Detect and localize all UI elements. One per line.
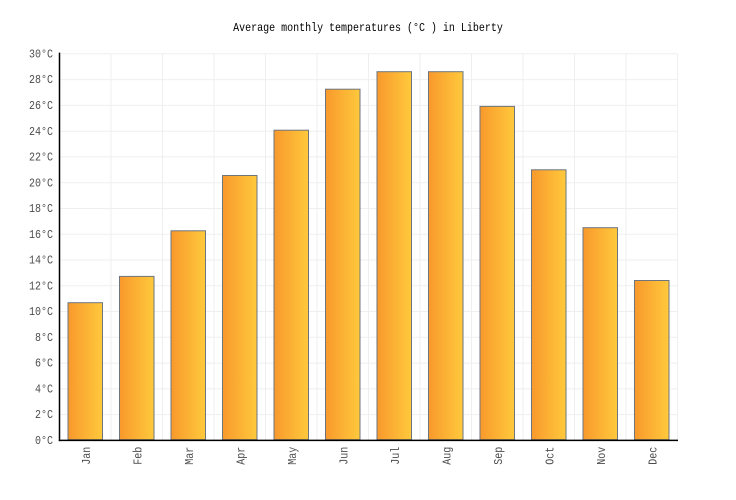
- svg-text:20°C: 20°C: [29, 178, 53, 191]
- svg-text:8°C: 8°C: [35, 332, 53, 345]
- svg-text:Dec: Dec: [648, 447, 661, 465]
- svg-text:Jun: Jun: [339, 447, 352, 465]
- svg-text:Mar: Mar: [184, 447, 197, 465]
- svg-text:24°C: 24°C: [29, 126, 53, 139]
- svg-text:0°C: 0°C: [35, 435, 53, 448]
- svg-text:Sep: Sep: [493, 447, 506, 465]
- svg-text:Feb: Feb: [133, 447, 146, 465]
- svg-text:2°C: 2°C: [35, 410, 53, 423]
- svg-text:18°C: 18°C: [29, 203, 53, 216]
- svg-text:Aug: Aug: [442, 447, 455, 465]
- svg-text:26°C: 26°C: [29, 100, 53, 113]
- svg-text:Jan: Jan: [81, 447, 94, 465]
- svg-text:4°C: 4°C: [35, 384, 53, 397]
- svg-text:May: May: [287, 446, 300, 464]
- svg-text:Nov: Nov: [596, 446, 609, 464]
- svg-text:30°C: 30°C: [29, 49, 53, 62]
- svg-text:6°C: 6°C: [35, 358, 53, 371]
- svg-text:28°C: 28°C: [29, 75, 53, 88]
- svg-text:12°C: 12°C: [29, 281, 53, 294]
- svg-text:10°C: 10°C: [29, 306, 53, 319]
- svg-text:22°C: 22°C: [29, 152, 53, 165]
- svg-text:Apr: Apr: [236, 447, 249, 465]
- svg-text:Average monthly temperatures (: Average monthly temperatures (°C ) in Li…: [233, 22, 503, 35]
- svg-text:Oct: Oct: [545, 447, 558, 465]
- svg-text:14°C: 14°C: [29, 255, 53, 268]
- svg-text:16°C: 16°C: [29, 229, 53, 242]
- svg-text:Jul: Jul: [390, 447, 403, 465]
